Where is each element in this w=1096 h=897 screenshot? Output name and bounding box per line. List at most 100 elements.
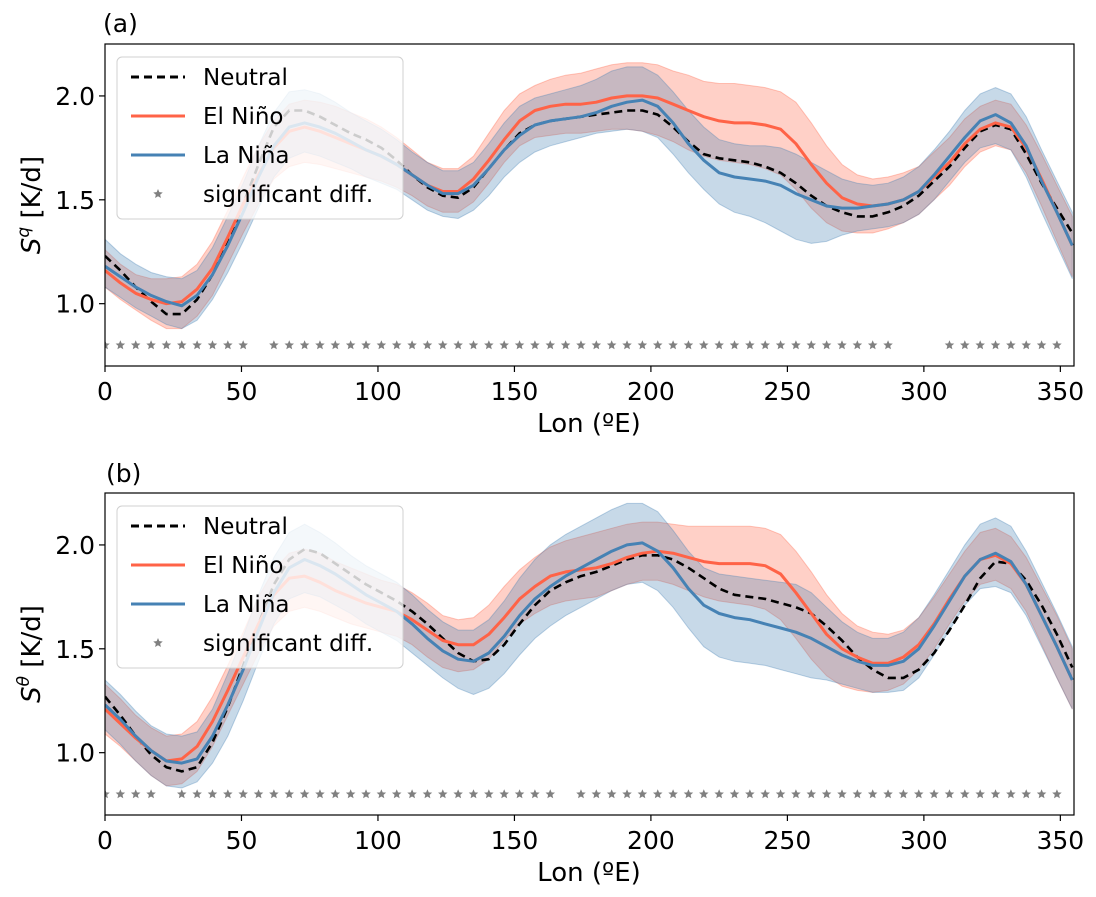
significant-marker	[499, 340, 509, 350]
significant-marker	[806, 340, 817, 350]
significant-marker	[269, 789, 279, 799]
legend-label: significant diff.	[203, 182, 373, 208]
x-tick-label: 250	[764, 826, 812, 855]
significant-marker	[837, 789, 847, 799]
y-axis-label-sup: θ	[14, 675, 34, 686]
significant-marker	[1036, 340, 1047, 350]
significant-marker	[960, 789, 970, 799]
x-tick-label: 0	[97, 826, 113, 855]
y-axis-label: Sq [K/d]	[14, 156, 47, 254]
significant-marker	[376, 789, 387, 799]
significant-marker	[545, 340, 556, 350]
significant-marker	[499, 789, 509, 799]
significant-marker	[1036, 789, 1047, 799]
significant-marker	[192, 340, 202, 350]
legend: Neutral El Niño La Niña significant diff.	[116, 505, 404, 669]
significant-marker	[652, 340, 663, 350]
significant-marker	[1006, 789, 1016, 799]
significant-marker	[576, 789, 586, 799]
significant-marker	[606, 340, 617, 350]
significant-marker	[1021, 340, 1031, 350]
legend-label: La Niña	[203, 143, 290, 169]
significant-marker	[177, 340, 187, 350]
x-tick-label: 300	[900, 377, 948, 406]
y-tick-label: 1.0	[55, 739, 95, 768]
x-axis-label: Lon (ºE)	[537, 409, 641, 439]
significant-marker	[1052, 789, 1062, 799]
significant-marker	[207, 340, 218, 350]
significant-marker	[161, 340, 172, 350]
legend-label: El Niño	[203, 104, 283, 130]
legend-la-nina: La Niña	[131, 143, 290, 169]
significant-marker	[668, 789, 678, 799]
y-tick-label: 1.5	[55, 635, 95, 664]
x-tick-label: 350	[1036, 826, 1084, 855]
axes-frame	[104, 43, 1075, 367]
significant-marker	[315, 789, 325, 799]
legend-la-nina: La Niña	[131, 592, 290, 618]
significant-marker	[883, 789, 893, 799]
significant-marker	[530, 789, 540, 799]
x-tick-label: 0	[97, 377, 113, 406]
significant-marker	[576, 340, 586, 350]
significant-marker	[223, 340, 233, 350]
legend: Neutral El Niño La Niña significant diff.	[116, 56, 404, 220]
significant-marker	[453, 340, 463, 350]
significant-marker	[791, 340, 801, 350]
x-tick-label: 100	[354, 377, 402, 406]
significant-marker	[130, 789, 141, 799]
panel-label: (b)	[106, 459, 141, 488]
significant-marker	[407, 340, 417, 350]
significant-marker	[468, 789, 479, 799]
significant-marker	[315, 340, 325, 350]
significant-marker	[299, 789, 310, 799]
y-axis-label-unit: [K/d]	[17, 605, 47, 676]
significant-marker	[484, 340, 494, 350]
significant-marker	[115, 340, 126, 350]
significant-marker	[699, 789, 709, 799]
legend-star-icon	[153, 189, 163, 199]
significant-marker	[422, 789, 433, 799]
significant-marker	[146, 340, 156, 350]
significant-marker	[130, 340, 141, 350]
significant-marker	[238, 340, 248, 350]
significant-marker	[975, 789, 985, 799]
x-tick-label: 50	[226, 826, 258, 855]
significant-marker	[253, 789, 264, 799]
significant-marker	[668, 340, 678, 350]
x-tick-label: 300	[900, 826, 948, 855]
significant-marker	[652, 789, 663, 799]
legend-el-nino: El Niño	[131, 104, 283, 130]
significant-marker	[299, 340, 310, 350]
legend-label: La Niña	[203, 592, 290, 618]
significant-marker	[990, 789, 1001, 799]
y-axis-label-base: S	[17, 686, 47, 703]
significant-marker	[729, 789, 740, 799]
significant-marker	[852, 789, 863, 799]
significant-marker	[105, 340, 110, 350]
significant-marker	[760, 340, 770, 350]
significant-marker	[345, 340, 356, 350]
legend-label: Neutral	[203, 514, 288, 540]
x-tick-label: 150	[491, 377, 539, 406]
significant-marker	[944, 789, 955, 799]
x-tick-label: 50	[226, 377, 258, 406]
significant-marker	[484, 789, 494, 799]
significant-marker	[422, 340, 433, 350]
y-axis-label-unit: [K/d]	[17, 156, 47, 227]
significant-marker	[361, 340, 371, 350]
y-axis-label: Sθ [K/d]	[14, 605, 47, 703]
axes-frame	[104, 492, 1075, 816]
significant-marker	[177, 789, 187, 799]
legend-significant: significant diff.	[153, 182, 373, 208]
legend-neutral: Neutral	[131, 65, 288, 91]
significant-marker	[361, 789, 371, 799]
significant-marker	[714, 789, 724, 799]
x-tick-label: 250	[764, 377, 812, 406]
significant-marker	[269, 340, 279, 350]
y-tick-label: 1.0	[55, 290, 95, 319]
significant-marker	[330, 789, 341, 799]
significant-marker	[637, 340, 648, 350]
legend-star-icon	[153, 638, 163, 648]
significant-marker	[806, 789, 817, 799]
